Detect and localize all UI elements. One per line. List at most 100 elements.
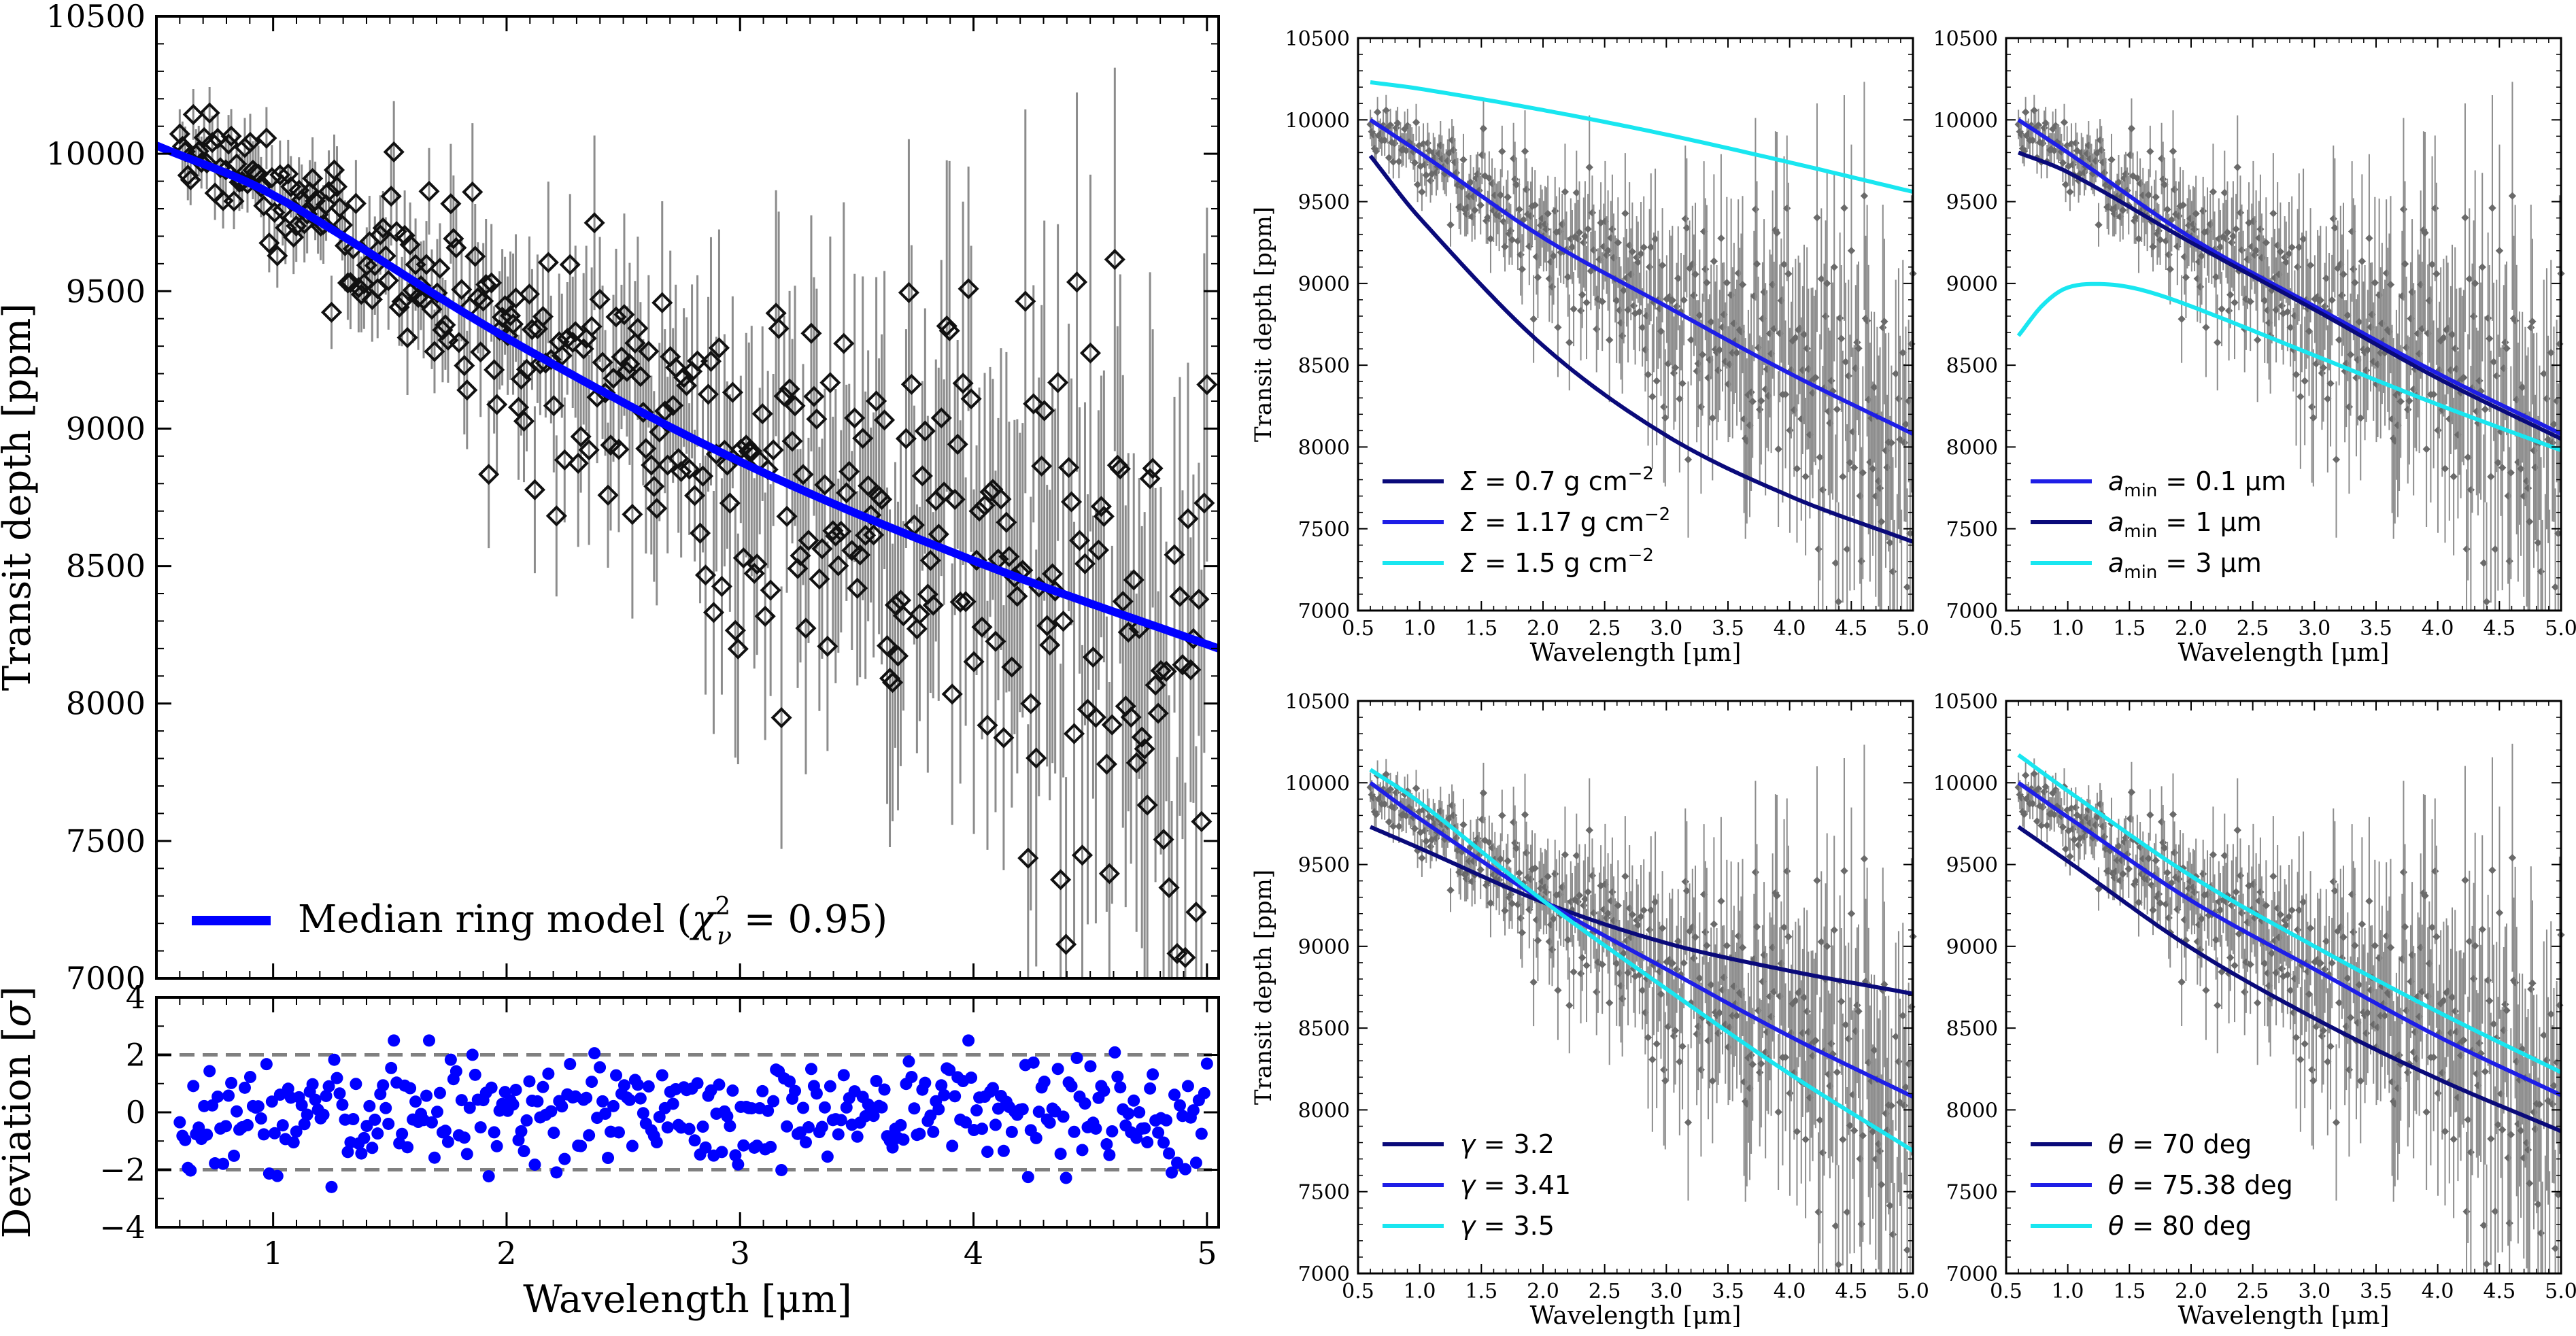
legend-symbol: Σ [1460,466,1476,496]
data-point [1870,1046,1878,1055]
data-point [2284,308,2292,316]
residual-point [301,1108,313,1121]
residual-point [268,1127,281,1140]
x-tick-label: 3.5 [1712,617,1744,640]
data-point [858,475,879,497]
residual-point [231,1105,243,1118]
residual-point [556,1100,569,1113]
data-point [2465,275,2473,283]
data-point [1422,837,1430,845]
main-legend: Median ring model (χ2 ν = 0.95) [192,893,887,950]
x-tick-label: 0.5 [1342,1280,1374,1303]
y-tick-label: 10000 [1285,772,1350,795]
residual-point [347,1113,360,1126]
data-point [1172,654,1193,676]
data-point [502,313,524,335]
data-point [1374,108,1382,116]
residual-point [515,1125,528,1137]
data-point [2058,158,2067,167]
data-point [386,221,407,243]
data-point [1637,912,1645,921]
residual-point [422,1034,435,1047]
data-point [1476,866,1485,874]
residual-point [1051,1063,1064,1076]
data-point [2428,260,2437,269]
residual-point [441,1135,454,1148]
legend-equation: = 1.5 g cm [1476,548,1628,578]
data-point [662,394,684,416]
data-point [1153,829,1174,851]
residual-point [333,1087,346,1100]
y-tick-label: 7500 [1946,518,1998,542]
data-point [1870,383,1878,392]
data-point [919,549,941,571]
residual-point [594,1061,607,1074]
data-point [743,562,765,584]
data-point [1638,323,1646,332]
data-point [1582,298,1591,307]
model-line [1369,781,1914,1099]
residual-point [547,1127,560,1140]
residual-point [607,1099,620,1112]
residual-point [767,1095,780,1108]
residual-point [1068,1125,1081,1138]
data-point [1847,247,1856,255]
data-point [2169,810,2177,819]
model-line [1369,768,1914,1153]
data-point [199,102,220,124]
data-point [2152,193,2160,201]
data-point [871,488,893,511]
data-point [1854,344,1863,353]
data-point [985,630,1006,652]
data-point [1668,959,1676,967]
data-point [470,341,492,363]
legend-equation: = 1.17 g cm [1476,507,1644,537]
data-point [1651,235,1659,243]
data-point [1816,453,1824,462]
residual-point [550,1166,563,1179]
residual-point [1173,1099,1186,1112]
data-point [1752,260,1761,268]
residual-point [713,1078,726,1091]
residual-point [420,1089,433,1102]
residual-point [617,1079,630,1092]
data-point [1466,178,1475,186]
data-point [2214,339,2222,347]
residual-point [1030,1131,1043,1144]
x-tick-label: 2.5 [2237,617,2269,640]
x-tick-label: 0.5 [1990,617,2022,640]
residual-point [388,1034,401,1047]
residual-point [913,1127,926,1140]
data-point [258,232,280,254]
legend-symbol: Σ [1460,548,1476,578]
data-point [790,545,811,566]
data-point [1628,910,1637,919]
data-point [2058,823,2067,832]
data-point [1544,209,1552,218]
data-point [223,190,245,212]
data-point [2231,298,2239,307]
data-point [328,196,351,218]
residual-point [631,1078,644,1091]
residual-point [626,1140,639,1152]
data-point [2507,468,2515,477]
data-point [1585,163,1593,171]
data-point [2498,464,2507,472]
data-point [1125,752,1147,774]
main-y-tick-labels: 7000 7500 8000 8500 9000 9500 10000 10500 [46,0,146,997]
residual-point [949,1090,962,1103]
data-point [600,434,622,456]
model-line [1369,825,1914,996]
data-point [2145,854,2153,863]
data-point [2114,178,2123,186]
data-point [1104,249,1125,271]
data-point [1684,456,1693,464]
residual-point [1163,1147,1176,1160]
residual-point [520,1114,533,1127]
legend-label: amin = 3 μm [2108,548,2262,583]
data-point [1606,336,1614,344]
data-point [754,605,776,627]
data-point [947,433,968,456]
legend-equation: = 3.5 [1476,1211,1555,1241]
residual-point [1138,1122,1151,1135]
